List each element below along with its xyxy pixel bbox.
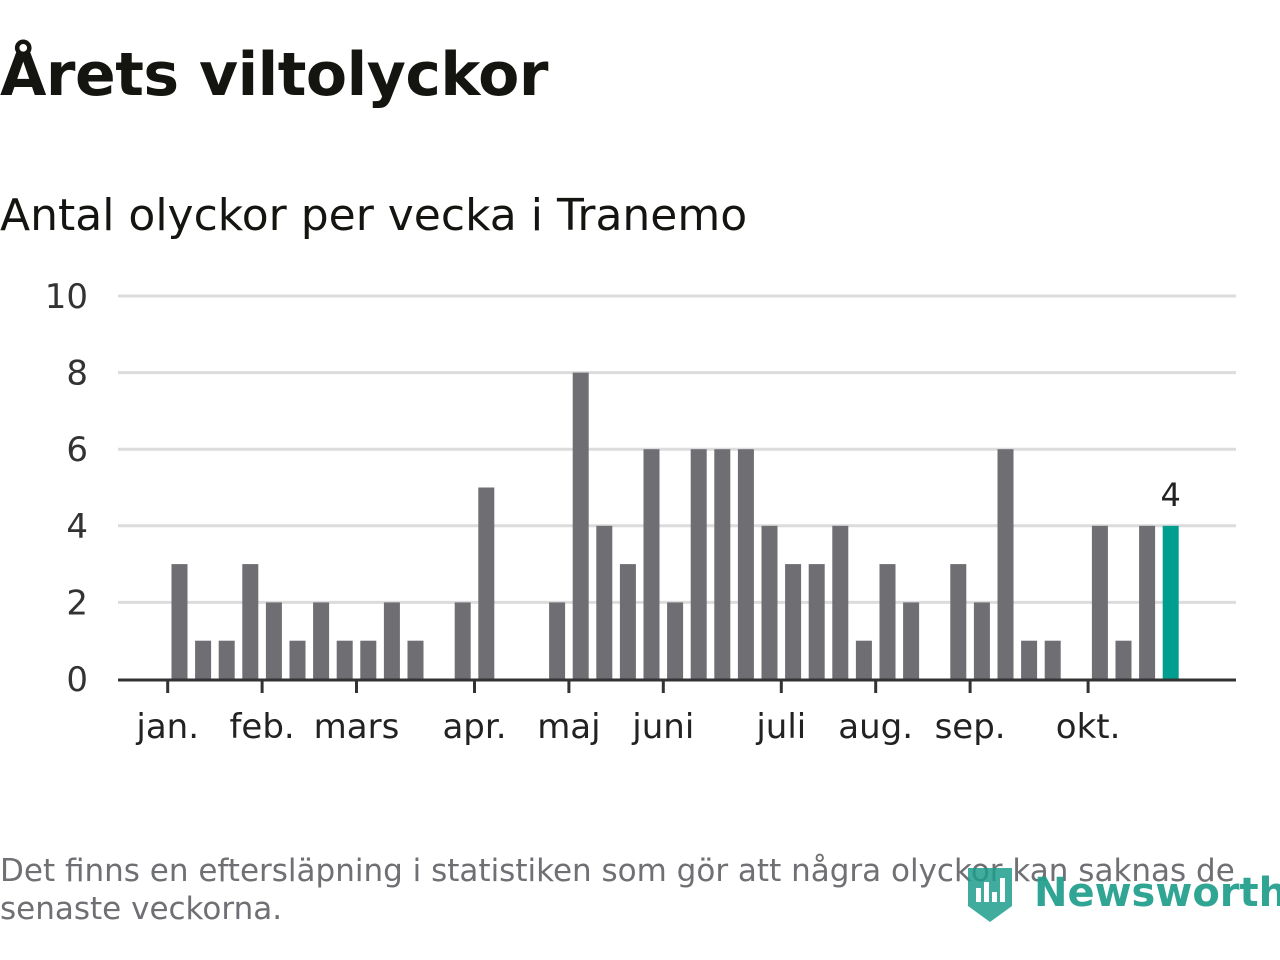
bar (360, 640, 377, 679)
bar (785, 564, 802, 679)
bar (1021, 640, 1038, 679)
bar (1115, 640, 1132, 679)
bar (596, 525, 613, 679)
y-tick-label: 4 (66, 507, 88, 547)
bar (265, 602, 282, 679)
bar (667, 602, 684, 679)
y-axis-ticks: 0 2 4 6 8 10 (45, 277, 88, 700)
x-tick-label: mars (314, 707, 400, 747)
newsworthy-logo-icon (968, 868, 1012, 922)
x-tick-label: jan. (135, 707, 199, 747)
bar (1091, 525, 1108, 679)
bar-highlight (1162, 525, 1179, 679)
x-tick-label: juni (631, 707, 694, 747)
bar (242, 564, 259, 679)
x-axis: jan. feb. mars apr. maj juni juli aug. sep. okt. (118, 678, 1236, 747)
y-tick-label: 2 (66, 583, 88, 623)
brand-logo[interactable]: Newsworthy (964, 862, 1280, 924)
y-tick-label: 0 (66, 660, 88, 700)
bar (997, 449, 1014, 679)
x-tick-label: feb. (229, 707, 294, 747)
bar (950, 564, 967, 679)
bar (643, 449, 660, 679)
bar (1139, 525, 1156, 679)
data-labels: 4 (1161, 476, 1181, 514)
bar (171, 564, 188, 679)
bar (572, 372, 589, 679)
bar (336, 640, 353, 679)
bar (761, 525, 778, 679)
bar-chart: 0 2 4 6 8 10 jan. feb. mars apr. maj juni juli aug. s… (45, 277, 1236, 747)
bar (619, 564, 636, 679)
x-tick-label: aug. (838, 707, 913, 747)
bar (690, 449, 707, 679)
bar (973, 602, 990, 679)
bar (549, 602, 566, 679)
chart-subtitle: Antal olyckor per vecka i Tranemo (0, 190, 748, 241)
bar (737, 449, 754, 679)
y-tick-label: 10 (45, 277, 88, 317)
bar (832, 525, 849, 679)
x-tick-label: juli (755, 707, 806, 747)
bar (195, 640, 212, 679)
x-tick-label: okt. (1056, 707, 1121, 747)
page-title: Årets viltolyckor (0, 40, 549, 110)
y-tick-label: 6 (66, 430, 88, 470)
y-tick-label: 8 (66, 354, 88, 394)
brand-name: Newsworthy (1034, 870, 1280, 916)
bar (879, 564, 896, 679)
bar (1044, 640, 1061, 679)
bar (383, 602, 400, 679)
x-tick-label: sep. (935, 707, 1006, 747)
bar (714, 449, 731, 679)
bar (313, 602, 330, 679)
gridlines (118, 294, 1236, 604)
bar (808, 564, 825, 679)
bar (478, 487, 495, 679)
bar (218, 640, 235, 679)
bar (407, 640, 424, 679)
bar (454, 602, 471, 679)
bar (855, 640, 872, 679)
bars (171, 372, 1179, 679)
last-value-label: 4 (1161, 476, 1181, 514)
bar (903, 602, 920, 679)
bar (289, 640, 306, 679)
footnote: Det finns en eftersläpning i statistiken… (0, 853, 1235, 927)
x-tick-label: apr. (442, 707, 506, 747)
x-tick-label: maj (537, 707, 600, 747)
